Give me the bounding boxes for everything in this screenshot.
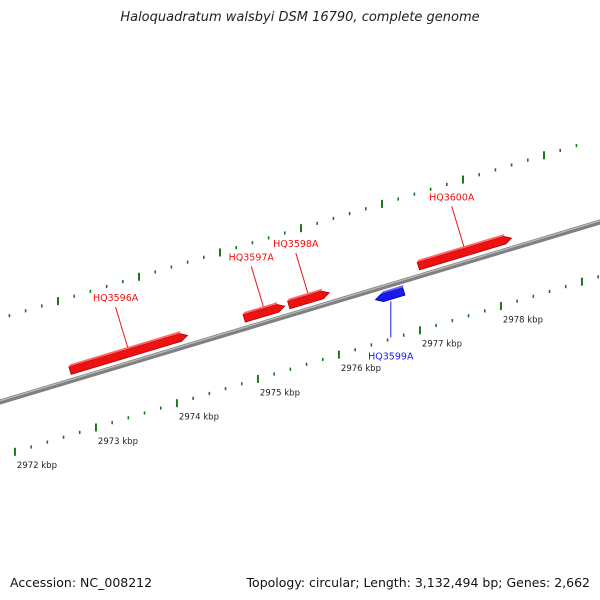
gene-arrow-bevel bbox=[287, 288, 323, 302]
gene-arrow-bevel bbox=[417, 233, 505, 263]
genome-summary: Topology: circular; Length: 3,132,494 bp… bbox=[246, 575, 590, 590]
ruler-tick-label: 2976 kbp bbox=[341, 364, 381, 374]
map-title: Haloquadratum walsbyi DSM 16790, complet… bbox=[120, 10, 480, 25]
topology-value: circular bbox=[309, 575, 356, 590]
ruler-tick-label: 2973 kbp bbox=[98, 437, 138, 447]
length-label: Length: bbox=[363, 575, 411, 590]
gene-leader-line bbox=[115, 306, 129, 348]
accession-info: Accession: NC_008212 bbox=[10, 575, 152, 590]
length-value: 3,132,494 bp bbox=[414, 575, 499, 590]
gene-arrow-bevel bbox=[68, 331, 181, 367]
gene-labels: HQ3595AHQ3596AHQ3597AHQ3598AHQ3599AHQ360… bbox=[93, 192, 475, 362]
gene-arrow-bevel bbox=[243, 302, 278, 315]
genes-label: Genes: bbox=[506, 575, 551, 590]
gene-leader-line bbox=[451, 206, 465, 247]
ruler-tick-label: 2977 kbp bbox=[422, 340, 462, 350]
genes-value: 2,662 bbox=[554, 575, 590, 590]
gene-leader-line bbox=[295, 252, 309, 294]
ruler-labels: 2972 kbp 2973 kbp 2974 kbp 2975 kbp 2976 kbp… bbox=[17, 315, 543, 471]
reverse-tick-track bbox=[13, 275, 599, 456]
genome-backbone bbox=[0, 219, 600, 405]
gene-label-hq3597a[interactable]: HQ3597A bbox=[229, 252, 275, 263]
backbone-line bbox=[0, 219, 600, 405]
gene-arrow-hq3596a[interactable] bbox=[68, 333, 189, 375]
ruler-tick-label: 2975 kbp bbox=[260, 388, 300, 398]
gene-features bbox=[68, 233, 513, 375]
gene-label-hq3599a[interactable]: HQ3599A bbox=[368, 351, 414, 362]
accession-value: NC_008212 bbox=[80, 575, 153, 590]
ruler-tick-label: 2974 kbp bbox=[179, 413, 219, 423]
topology-label: Topology: bbox=[246, 575, 306, 590]
gene-label-hq3596a[interactable]: HQ3596A bbox=[93, 293, 139, 304]
gene-arrow-bevel bbox=[381, 285, 404, 294]
accession-label: Accession: bbox=[10, 575, 77, 590]
ruler-tick-label: 2972 kbp bbox=[17, 461, 57, 471]
forward-tick-track bbox=[8, 143, 578, 318]
gene-leader-line bbox=[250, 266, 264, 307]
gene-label-hq3600a[interactable]: HQ3600A bbox=[429, 192, 475, 203]
backbone-highlight bbox=[0, 220, 600, 402]
gene-label-hq3598a[interactable]: HQ3598A bbox=[273, 239, 319, 250]
ruler-tick-label: 2978 kbp bbox=[503, 315, 543, 325]
